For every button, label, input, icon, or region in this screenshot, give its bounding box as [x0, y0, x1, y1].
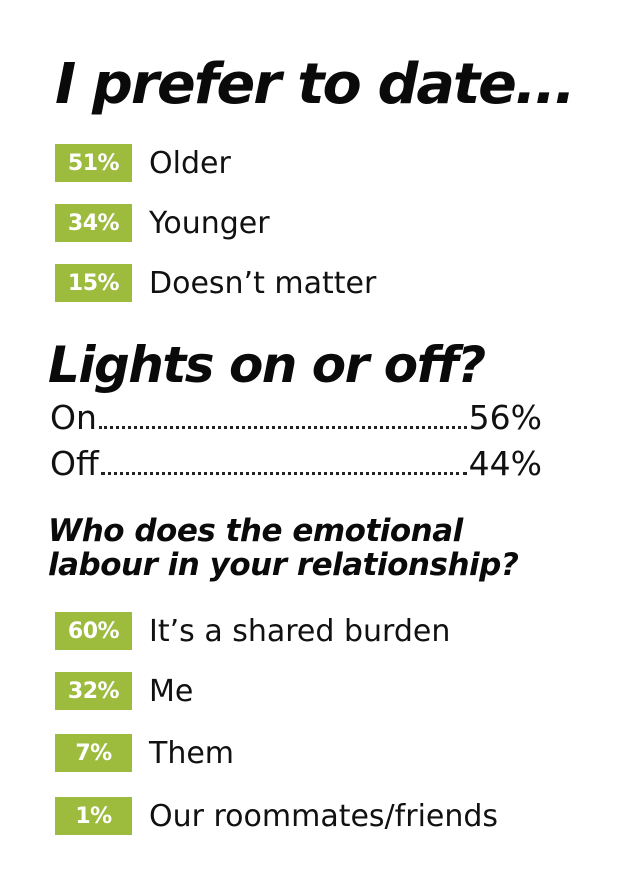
percent-badge: 7%	[55, 734, 132, 772]
option-label: Doesn’t matter	[149, 265, 377, 301]
option-label: Our roommates/friends	[149, 798, 499, 834]
list-item: 32% Me	[55, 671, 193, 711]
option-label: Older	[149, 145, 231, 181]
list-item: 34% Younger	[55, 203, 270, 243]
option-label: Off	[50, 444, 99, 483]
percent-badge: 34%	[55, 204, 132, 242]
list-item: 60% It’s a shared burden	[55, 611, 450, 651]
emotional-labour-heading: Who does the emotional labour in your re…	[48, 513, 519, 583]
dot-leader	[100, 472, 467, 475]
dot-leader-row: Off 44%	[50, 444, 542, 484]
percent-badge: 1%	[55, 797, 132, 835]
percent-badge: 15%	[55, 264, 132, 302]
lights-heading: Lights on or off?	[48, 336, 486, 394]
list-item: 7% Them	[55, 733, 234, 773]
option-label: It’s a shared burden	[149, 613, 451, 649]
dot-leader	[98, 426, 467, 429]
percent-value: 44%	[468, 444, 542, 483]
heading-line: Who does the emotional	[48, 513, 463, 549]
option-label: Them	[149, 735, 235, 771]
percent-value: 56%	[468, 398, 542, 437]
heading-line: labour in your relationship?	[48, 547, 519, 583]
dot-leader-row: On 56%	[50, 398, 542, 438]
list-item: 15% Doesn’t matter	[55, 263, 376, 303]
option-label: On	[50, 398, 97, 437]
percent-badge: 60%	[55, 612, 132, 650]
list-item: 1% Our roommates/friends	[55, 796, 498, 836]
date-preference-heading: I prefer to date...	[55, 52, 576, 117]
option-label: Me	[149, 673, 194, 709]
option-label: Younger	[149, 205, 270, 241]
list-item: 51% Older	[55, 143, 231, 183]
percent-badge: 32%	[55, 672, 132, 710]
percent-badge: 51%	[55, 144, 132, 182]
